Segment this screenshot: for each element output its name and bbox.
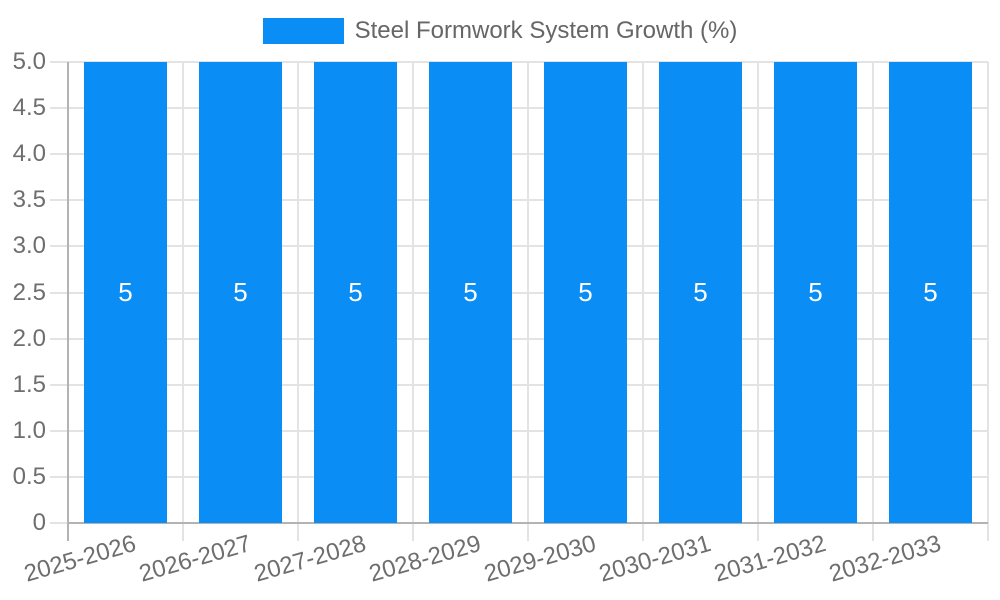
bar-value-label: 5 (808, 277, 823, 307)
y-tick-label: 2.5 (12, 279, 46, 306)
x-tick-label: 2032-2033 (825, 530, 944, 588)
bar-value-label: 5 (578, 277, 593, 307)
y-tick-label: 4.5 (12, 94, 46, 121)
y-axis-line (67, 62, 69, 541)
x-axis-line (68, 522, 988, 524)
bar-2029-2030[interactable]: 5 (544, 62, 627, 523)
bar-value-label: 5 (923, 277, 938, 307)
y-gridline (50, 61, 988, 63)
x-gridline (182, 62, 184, 541)
y-tick-label: 0 (32, 509, 46, 536)
x-tick-label: 2029-2030 (480, 530, 599, 588)
x-gridline (642, 62, 644, 541)
bar-value-label: 5 (693, 277, 708, 307)
y-gridline (50, 107, 988, 109)
bar-value-label: 5 (118, 277, 133, 307)
y-tick-label: 4.0 (12, 140, 46, 167)
y-gridline (50, 153, 988, 155)
bar-2026-2027[interactable]: 5 (199, 62, 282, 523)
y-tick-label: 1.0 (12, 417, 46, 444)
y-gridline (50, 384, 988, 386)
bar-2028-2029[interactable]: 5 (429, 62, 512, 523)
x-gridline (412, 62, 414, 541)
x-tick-label: 2031-2032 (710, 530, 829, 588)
y-gridline (50, 245, 988, 247)
legend-swatch-icon (262, 18, 344, 44)
x-tick-label: 2025-2026 (20, 530, 139, 588)
bar-2030-2031[interactable]: 5 (659, 62, 742, 523)
x-tick-label: 2026-2027 (135, 530, 254, 588)
x-gridline (987, 62, 989, 541)
x-tick-label: 2027-2028 (250, 530, 369, 588)
x-gridline (872, 62, 874, 541)
y-gridline (50, 430, 988, 432)
x-tick-label: 2030-2031 (595, 530, 714, 588)
y-gridline (50, 338, 988, 340)
bar-2027-2028[interactable]: 5 (314, 62, 397, 523)
y-tick-label: 2.0 (12, 325, 46, 352)
y-tick-label: 3.5 (12, 186, 46, 213)
x-tick-label: 2028-2029 (365, 530, 484, 588)
x-gridline (527, 62, 529, 541)
x-gridline (757, 62, 759, 541)
legend-label: Steel Formwork System Growth (%) (354, 17, 738, 44)
y-gridline (50, 292, 988, 294)
y-tick-label: 1.5 (12, 371, 46, 398)
x-gridline (297, 62, 299, 541)
y-tick-label: 3.0 (12, 232, 46, 259)
y-tick-label: 5.0 (12, 48, 46, 75)
bar-value-label: 5 (233, 277, 248, 307)
y-gridline (50, 476, 988, 478)
y-tick-label: 0.5 (12, 463, 46, 490)
bar-2032-2033[interactable]: 5 (889, 62, 972, 523)
bar-2031-2032[interactable]: 5 (774, 62, 857, 523)
bar-value-label: 5 (463, 277, 478, 307)
legend-item[interactable]: Steel Formwork System Growth (%) (0, 18, 1000, 44)
bar-2025-2026[interactable]: 5 (84, 62, 167, 523)
y-gridline (50, 199, 988, 201)
bar-value-label: 5 (348, 277, 363, 307)
